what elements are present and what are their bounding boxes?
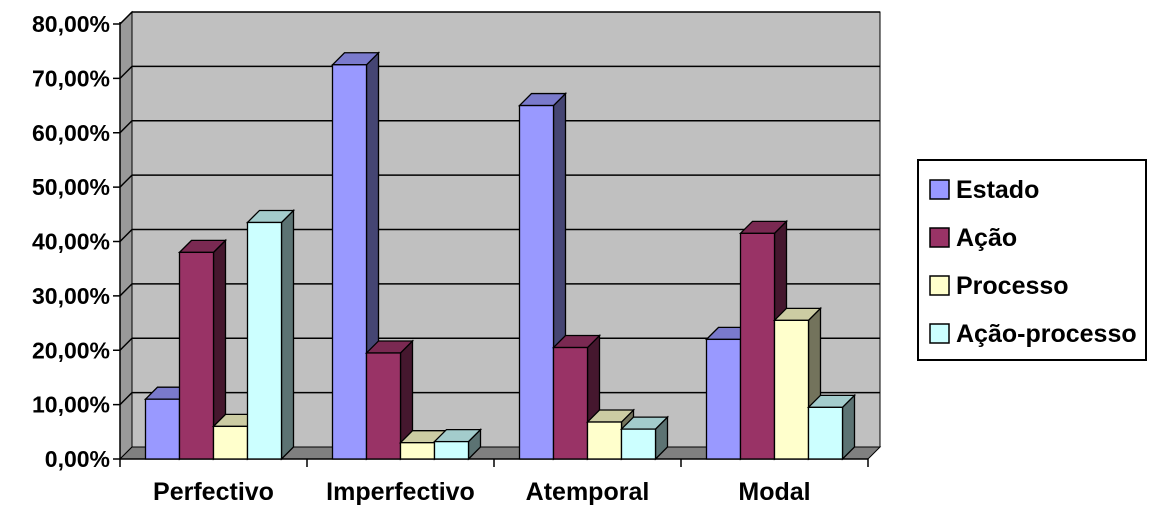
legend-label: Ação-processo — [956, 320, 1137, 348]
bar-front — [773, 319, 810, 460]
bar-front — [807, 406, 844, 460]
bar — [619, 415, 670, 461]
gridline — [119, 65, 880, 79]
legend-label: Ação — [956, 224, 1017, 252]
x-tick-label: Imperfectivo — [326, 478, 475, 506]
legend-label: Estado — [956, 176, 1039, 204]
bar — [806, 393, 857, 461]
y-tick-label: 50,00% — [32, 174, 110, 200]
bar-front — [586, 421, 623, 460]
y-axis-labels: 0,00% 10,00% 20,00% 30,00% 40,00% 50,00% 60,00… — [32, 11, 110, 472]
bar-front — [552, 346, 589, 460]
bar-front — [620, 428, 657, 460]
bar — [177, 238, 228, 461]
bar-front — [518, 104, 555, 460]
bar-front — [331, 64, 368, 460]
x-axis-labels: Perfectivo Imperfectivo Atemporal Modal — [153, 478, 811, 506]
bar-front — [705, 338, 742, 460]
x-tick-label: Modal — [738, 478, 810, 506]
y-tick-label: 20,00% — [32, 337, 110, 363]
gridline — [119, 283, 880, 297]
y-tick-label: 60,00% — [32, 120, 110, 146]
legend-swatch — [929, 179, 950, 200]
gridlines — [119, 11, 880, 406]
bar-front — [246, 221, 283, 460]
y-tick-label: 40,00% — [32, 229, 110, 255]
gridline — [119, 391, 880, 406]
bar-front — [212, 425, 249, 460]
gridline — [119, 11, 880, 25]
y-tick-label: 10,00% — [32, 392, 110, 418]
x-tick-label: Perfectivo — [153, 478, 274, 506]
legend: Estado Ação Processo Ação-processo — [917, 159, 1147, 361]
bars — [143, 51, 857, 461]
x-tick-label: Atemporal — [526, 478, 650, 506]
bar-front — [178, 251, 215, 460]
legend-box — [917, 159, 1147, 361]
legend-swatch — [929, 275, 950, 296]
gridline — [119, 120, 880, 134]
bar-front — [365, 352, 402, 460]
legend-label: Processo — [956, 272, 1069, 300]
gridline — [119, 337, 880, 351]
y-tick-label: 0,00% — [45, 446, 110, 472]
bar-front — [144, 398, 181, 460]
bar — [364, 339, 415, 461]
bar — [551, 333, 602, 461]
bar-front — [399, 442, 436, 460]
bar — [432, 428, 483, 461]
bar-front — [433, 440, 470, 460]
y-tick-label: 30,00% — [32, 283, 110, 309]
bar — [245, 208, 296, 461]
gridline — [119, 174, 880, 188]
y-tick-label: 70,00% — [32, 65, 110, 91]
bar-side — [280, 208, 295, 461]
legend-swatch — [929, 323, 950, 344]
legend-swatch — [929, 227, 950, 248]
bar-front — [739, 232, 776, 460]
gridline — [119, 228, 880, 243]
y-tick-label: 80,00% — [32, 11, 110, 37]
